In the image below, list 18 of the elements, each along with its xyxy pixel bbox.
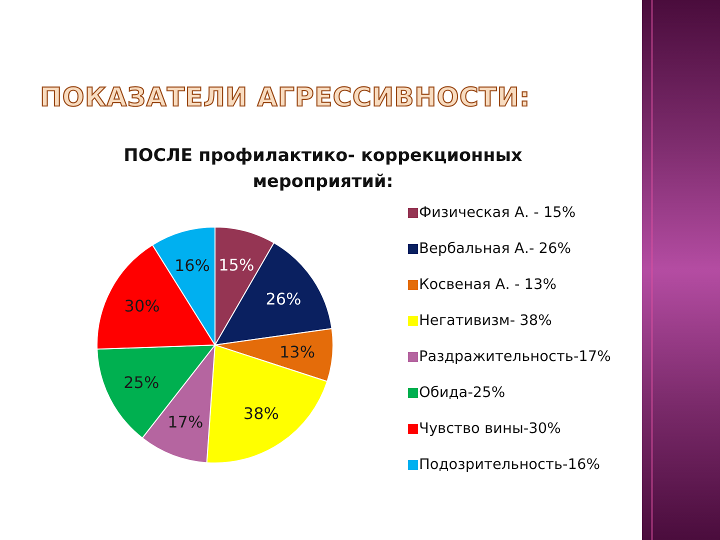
legend-label: Негативизм- 38%	[419, 312, 552, 330]
legend-label: Косвеная А. - 13%	[419, 276, 557, 294]
legend-label: Чувство вины-30%	[419, 420, 561, 438]
chart-title: ПОКАЗАТЕЛИ АГРЕССИВНОСТИ:	[40, 83, 532, 113]
data-label: 30%	[124, 296, 160, 316]
legend-label: Подозрительность-16%	[419, 456, 600, 474]
data-label: 16%	[174, 256, 210, 276]
data-label: 13%	[280, 342, 316, 362]
legend-label: Раздражительность-17%	[419, 348, 611, 366]
legend-label: Вербальная А.- 26%	[419, 240, 572, 258]
legend-label: Обида-25%	[419, 384, 506, 402]
data-label: 17%	[168, 412, 204, 432]
data-label: 38%	[243, 404, 279, 423]
data-label: 26%	[266, 289, 302, 308]
chart-subtitle: ПОСЛЕ профилактико- коррекционных мероприятий:	[122, 145, 524, 194]
legend-label: Физическая А. - 15%	[419, 204, 576, 222]
data-label: 25%	[124, 373, 160, 392]
data-label: 15%	[218, 256, 254, 275]
